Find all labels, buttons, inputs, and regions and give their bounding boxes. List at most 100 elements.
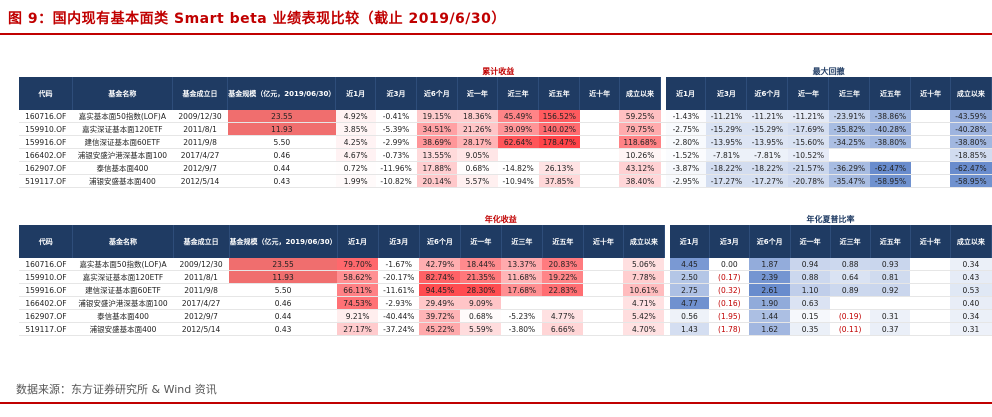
sharpe-cell: 4.77: [669, 296, 710, 310]
fund-name: 嘉实基本面50指数(LOF)A: [72, 110, 173, 123]
inception-date: 2012/9/7: [172, 161, 228, 175]
inception-date: 2011/8/1: [173, 270, 230, 284]
return-cell: [579, 161, 620, 175]
column-header: 近十年: [583, 225, 624, 258]
drawdown-cell: -18.22%: [746, 161, 788, 175]
sharpe-cell: 0.40: [950, 296, 992, 310]
column-header: 近一年: [790, 225, 831, 258]
return-cell: 38.69%: [416, 135, 458, 149]
return-cell: 19.22%: [542, 270, 584, 284]
column-header: 成立以来: [950, 225, 992, 258]
sharpe-cell: 0.89: [830, 283, 871, 297]
drawdown-cell: [910, 122, 951, 136]
column-header: 近6个月: [749, 225, 791, 258]
return-cell: 21.26%: [457, 122, 498, 136]
sharpe-cell: 1.44: [749, 309, 791, 323]
return-cell: 39.09%: [497, 122, 539, 136]
drawdown-cell: -3.87%: [665, 161, 706, 175]
return-cell: [583, 283, 624, 297]
drawdown-cell: -1.52%: [665, 148, 706, 162]
fund-name: 泰信基本面400: [72, 309, 174, 323]
cell-gap: [660, 135, 666, 149]
sharpe-cell: 2.39: [749, 270, 791, 284]
return-cell: [583, 309, 624, 323]
column-header: 近三年: [501, 225, 543, 258]
fund-name: 建信深证基本面60ETF: [72, 135, 173, 149]
drawdown-cell: -17.69%: [787, 122, 829, 136]
return-cell: 20.83%: [542, 258, 584, 271]
table-row: 519117.OF 浦银安盛基本面400 2012/5/14 0.43 27.17% -3…: [19, 322, 992, 336]
sharpe-cell: [910, 270, 951, 284]
column-header: 成立以来: [950, 77, 992, 110]
return-cell: 178.47%: [538, 135, 580, 149]
section-spacer: [19, 210, 337, 225]
sharpe-cell: 0.31: [870, 309, 911, 323]
drawdown-cell: -62.47%: [869, 161, 911, 175]
column-header: 基金成立日: [172, 77, 229, 110]
fund-code: 162907.OF: [19, 309, 73, 323]
inception-date: 2011/9/8: [172, 135, 228, 149]
return-cell: 0.72%: [335, 161, 376, 175]
return-cell: 118.68%: [619, 135, 661, 149]
return-cell: [583, 296, 624, 310]
sharpe-cell: (0.17): [709, 270, 750, 284]
return-cell: 42.79%: [419, 258, 461, 271]
fund-code: 159916.OF: [19, 283, 73, 297]
drawdown-cell: -10.52%: [787, 148, 829, 162]
return-cell: -40.44%: [378, 309, 420, 323]
return-cell: -14.82%: [497, 161, 539, 175]
return-cell: 18.36%: [457, 110, 498, 123]
cell-gap: [664, 322, 670, 336]
column-header: 近五年: [542, 225, 584, 258]
return-cell: 7.78%: [623, 270, 665, 284]
return-cell: -11.96%: [375, 161, 417, 175]
fund-name: 浦银安盛沪港深基本面100: [72, 148, 173, 162]
sharpe-cell: 0.63: [790, 296, 831, 310]
return-cell: 27.17%: [337, 322, 379, 336]
return-cell: 5.06%: [623, 258, 665, 271]
inception-date: 2011/8/1: [172, 122, 228, 136]
table-row: 519117.OF 浦银安盛基本面400 2012/5/14 0.43 1.99% -10…: [19, 174, 992, 188]
fund-name: 嘉实深证基本面120ETF: [72, 270, 174, 284]
return-cell: 38.40%: [619, 174, 661, 188]
figure-title: 图 9：国内现有基本面类 Smart beta 业绩表现比较（截止 2019/6…: [8, 11, 506, 27]
section-title-left: 累计收益: [482, 67, 515, 76]
drawdown-cell: -38.86%: [869, 110, 911, 123]
fund-name: 嘉实基本面50指数(LOF)A: [72, 258, 174, 271]
sharpe-cell: 0.64: [830, 270, 871, 284]
column-header: 近一年: [787, 77, 830, 110]
section-title-left: 年化收益: [484, 215, 517, 224]
drawdown-cell: [910, 161, 951, 175]
sharpe-cell: 2.75: [669, 283, 710, 297]
return-cell: [579, 122, 620, 136]
drawdown-cell: -23.91%: [828, 110, 870, 123]
fund-size: 5.50: [227, 135, 336, 149]
drawdown-cell: -62.47%: [950, 161, 992, 175]
cell-gap: [660, 110, 666, 123]
fund-code: 519117.OF: [19, 174, 73, 188]
header-gap: [660, 77, 666, 110]
sharpe-cell: (0.11): [830, 322, 871, 336]
return-cell: -10.82%: [375, 174, 417, 188]
sharpe-cell: (0.32): [709, 283, 750, 297]
return-cell: 10.61%: [623, 283, 665, 297]
sharpe-cell: [830, 296, 871, 310]
fund-name: 嘉实深证基本面120ETF: [72, 122, 173, 136]
return-cell: [497, 148, 539, 162]
cell-gap: [664, 283, 670, 297]
cell-gap: [664, 309, 670, 323]
drawdown-cell: [869, 148, 911, 162]
fund-code: 159910.OF: [19, 122, 73, 136]
sharpe-cell: [870, 296, 911, 310]
column-header: 代码: [19, 225, 74, 258]
drawdown-cell: -15.29%: [705, 122, 747, 136]
column-header: 近3月: [709, 225, 750, 258]
return-cell: 3.85%: [335, 122, 376, 136]
return-cell: 62.64%: [497, 135, 539, 149]
column-header: 基金规模（亿元，2019/06/30）: [227, 77, 337, 110]
column-header: 近1月: [669, 225, 710, 258]
return-cell: 34.51%: [416, 122, 458, 136]
drawdown-cell: -11.21%: [705, 110, 747, 123]
return-cell: -11.61%: [378, 283, 420, 297]
cell-gap: [660, 122, 666, 136]
